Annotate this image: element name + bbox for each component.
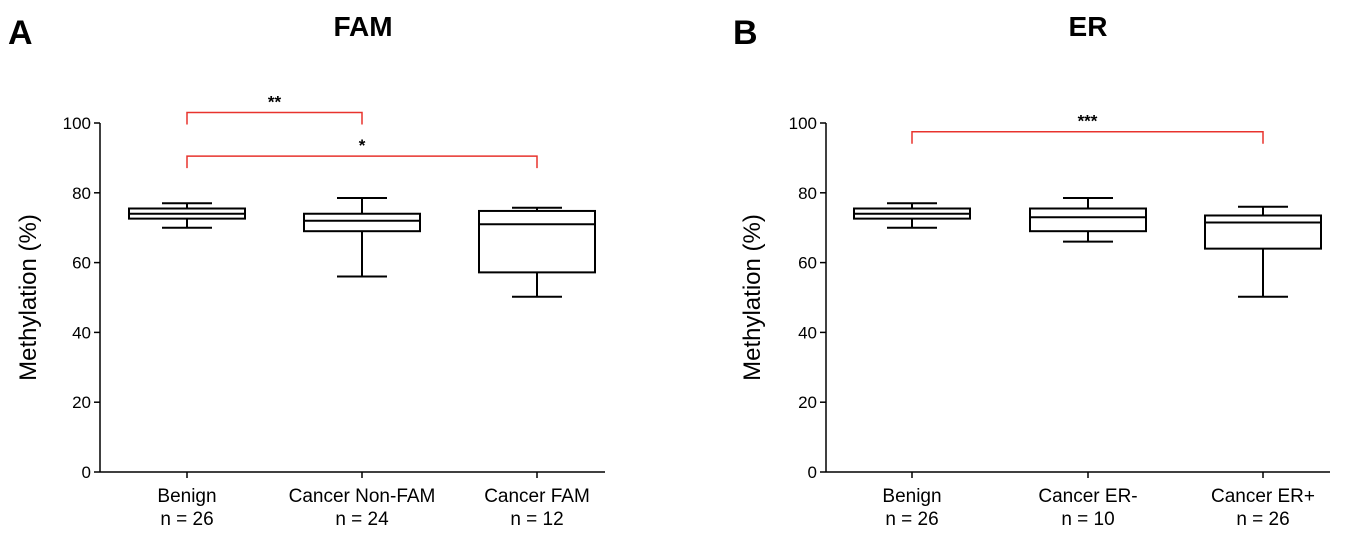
panel-letter: A [8,14,33,52]
box-3 [478,206,596,298]
box-iqr [1204,214,1322,250]
x-tick-sublabel: n = 26 [160,509,213,530]
y-tick-label: 20 [798,393,817,412]
y-tick-label: 20 [72,393,91,412]
y-axis-label: Methylation (%) [739,214,766,381]
chart-title: FAM [333,11,392,42]
box-iqr [303,212,421,233]
box-3 [1204,205,1322,298]
y-tick-label: 0 [82,463,91,482]
y-tick-label: 80 [72,184,91,203]
x-tick-label: Benign [882,486,941,507]
box-iqr [478,209,596,274]
chart-title: ER [1069,11,1108,42]
x-tick-label: Cancer Non-FAM [289,486,436,507]
box-2 [303,197,421,278]
significance-label-2: * [359,136,366,155]
significance-bracket-2 [186,155,538,169]
significance-label-1: *** [1078,112,1098,131]
x-tick-label: Benign [157,486,216,507]
y-tick-label: 80 [798,184,817,203]
x-tick-sublabel: n = 12 [510,509,563,530]
x-tick-label: Cancer ER+ [1211,486,1315,507]
y-tick-label: 100 [63,114,91,133]
x-tick-sublabel: n = 10 [1061,509,1114,530]
significance-bracket-1 [186,111,363,125]
x-tick-sublabel: n = 26 [885,509,938,530]
significance-bracket-1 [911,130,1264,144]
box-2 [1029,197,1147,243]
y-tick-label: 100 [789,114,817,133]
box-1 [853,202,971,229]
significance-label-1: ** [268,93,282,112]
box-1 [128,202,246,229]
box-iqr [1029,207,1147,233]
y-tick-label: 40 [72,323,91,342]
panel-letter: B [733,14,758,52]
y-tick-label: 60 [798,254,817,273]
x-tick-sublabel: n = 26 [1236,509,1289,530]
x-tick-label: Cancer ER- [1038,486,1137,507]
y-axis-label: Methylation (%) [15,214,42,381]
x-tick-sublabel: n = 24 [335,509,389,530]
y-tick-label: 40 [798,323,817,342]
y-tick-label: 60 [72,254,91,273]
x-tick-label: Cancer FAM [484,486,590,507]
y-tick-label: 0 [808,463,817,482]
